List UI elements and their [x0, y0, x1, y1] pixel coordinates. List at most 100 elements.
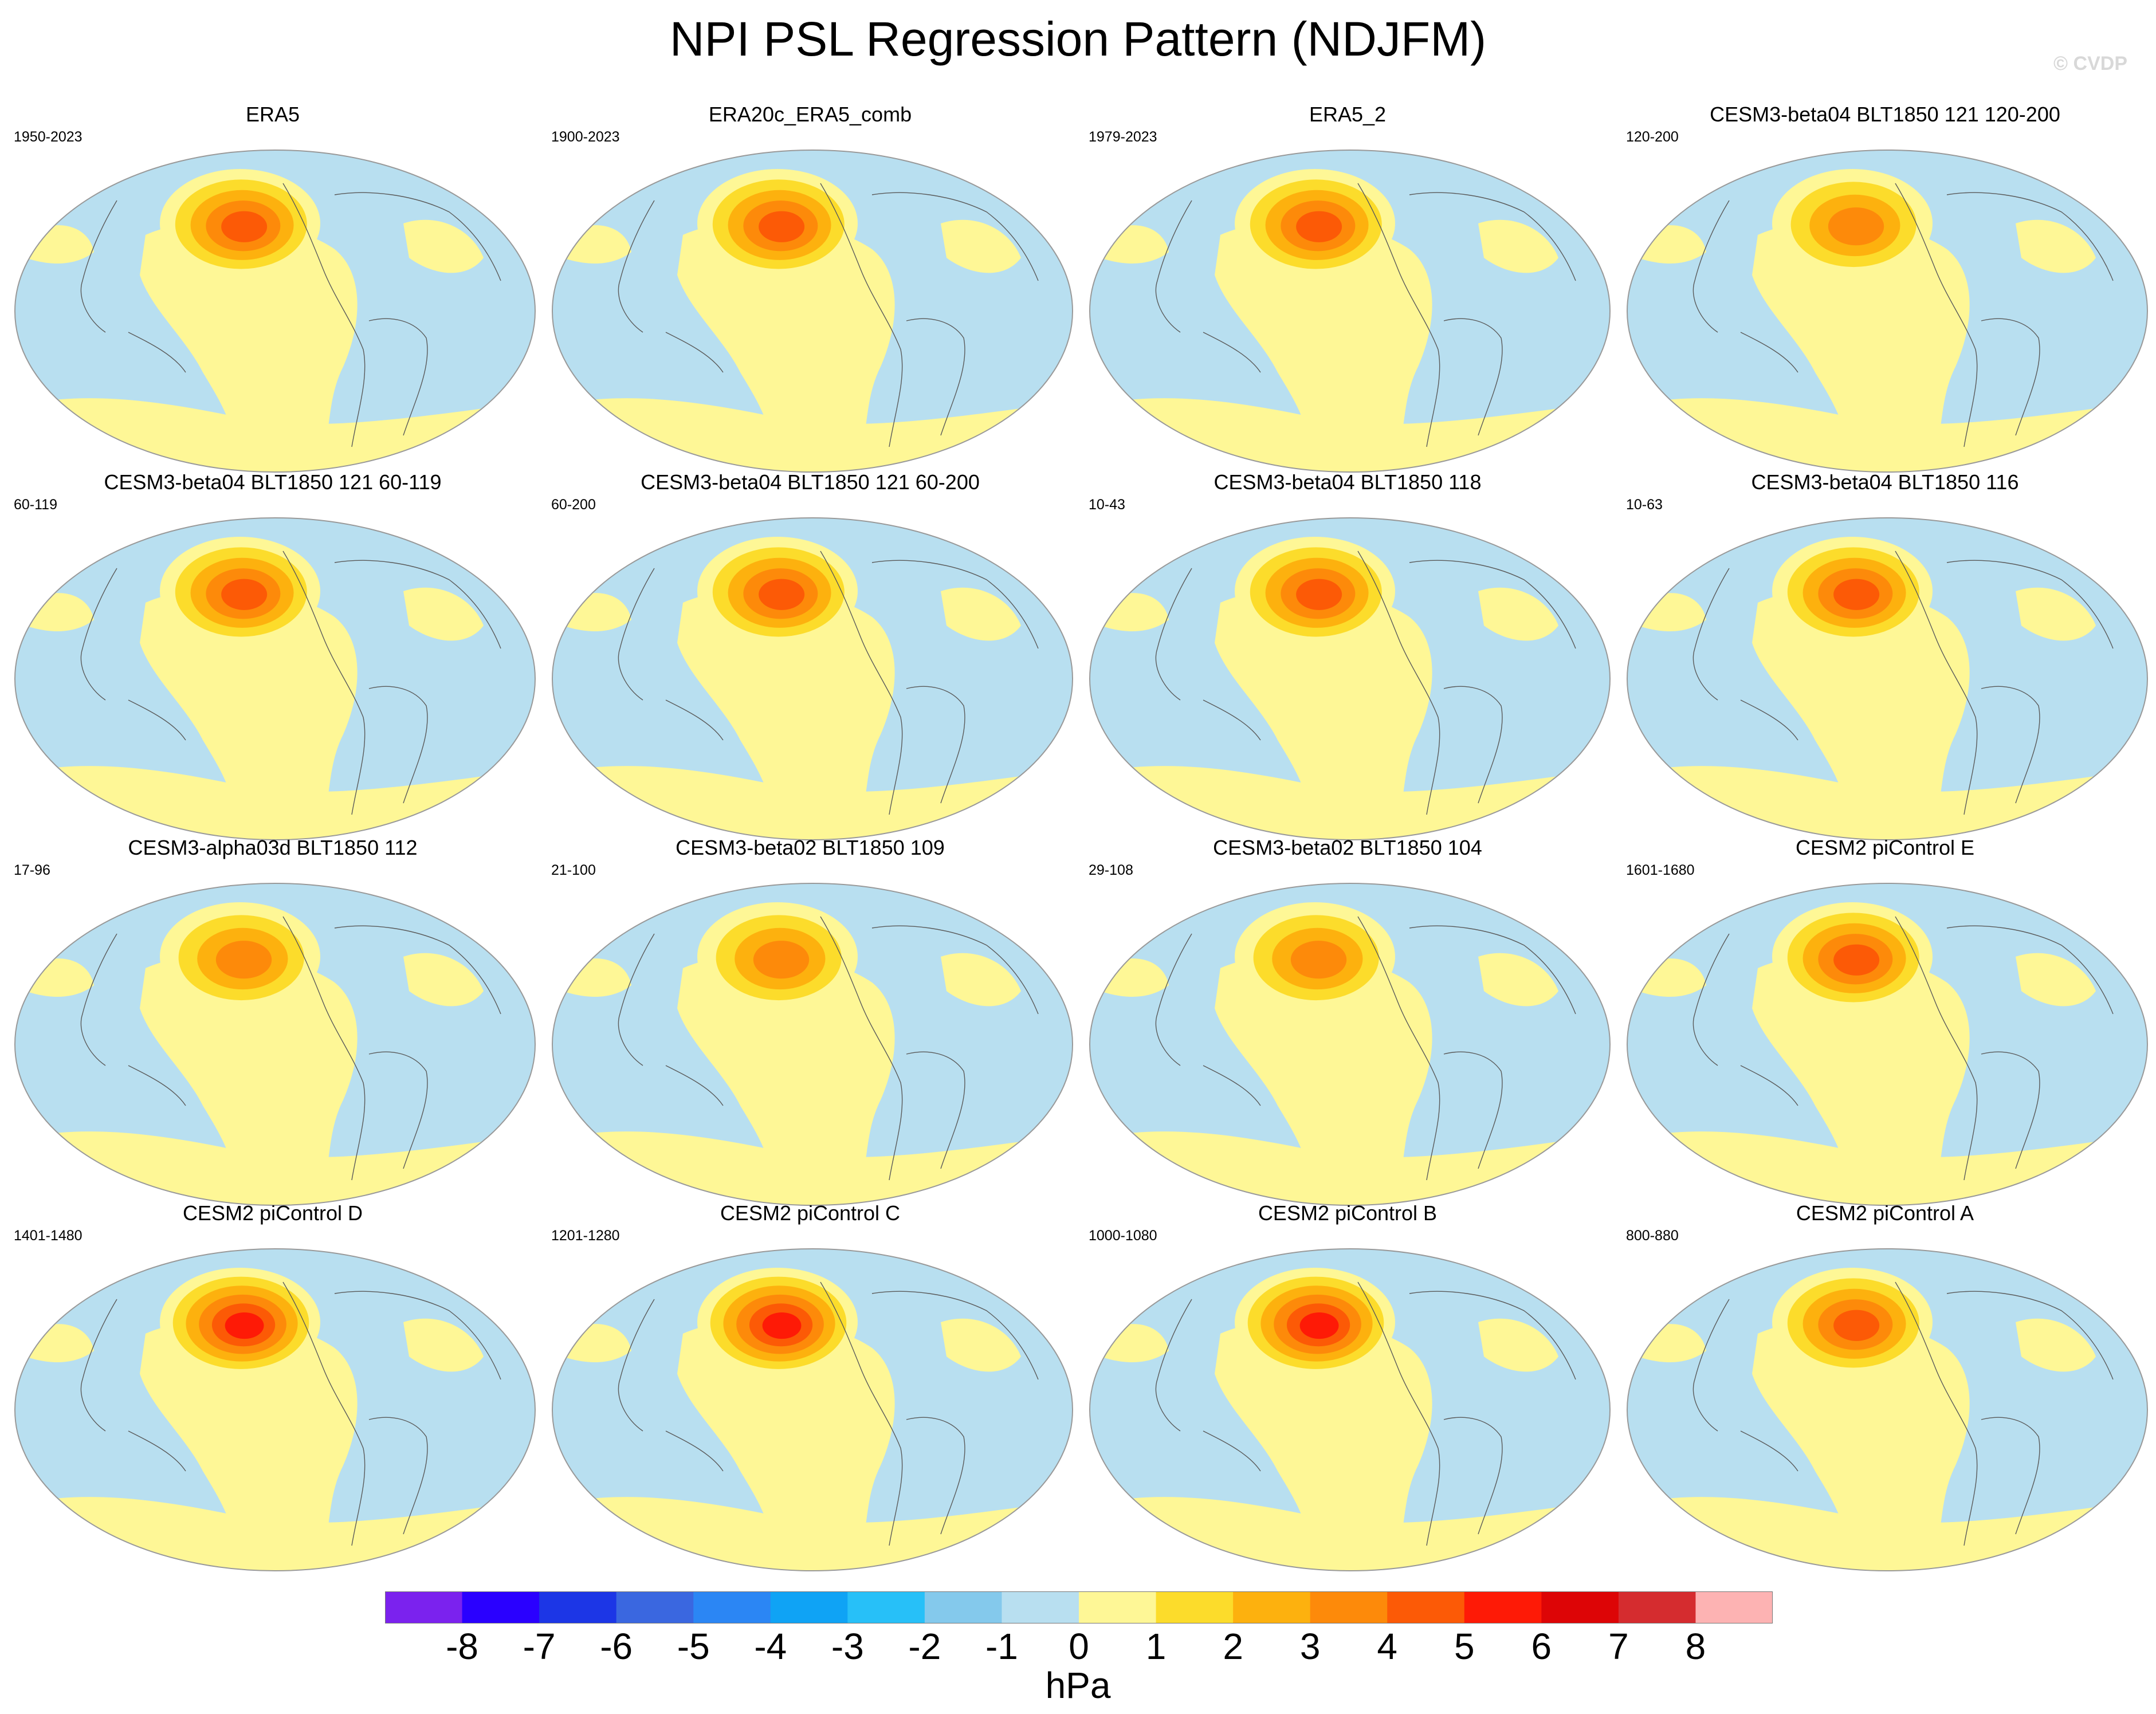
positive-anomaly-region — [140, 1319, 358, 1571]
page-title: NPI PSL Regression Pattern (NDJFM) — [669, 12, 1487, 66]
npi-positive-contour — [1299, 1312, 1339, 1339]
colorbar-tick-label: -7 — [523, 1626, 556, 1667]
map-border — [1627, 150, 2148, 473]
map-border — [1627, 883, 2148, 1206]
coastline — [334, 192, 501, 281]
panel-period: 60-119 — [14, 497, 57, 513]
map-border — [1627, 1248, 2148, 1571]
colorbar-swatch — [1310, 1591, 1388, 1623]
positive-anomaly-region — [1478, 219, 1558, 273]
coastline — [1740, 1065, 1798, 1106]
regression-map — [14, 150, 536, 473]
coastline — [128, 1065, 186, 1106]
coastline — [871, 560, 1039, 649]
map-panel: CESM2 piControl B 1000-1080 — [1078, 1201, 1617, 1571]
positive-anomaly-region — [1752, 221, 1970, 472]
coastline — [820, 183, 903, 447]
positive-anomaly-region — [1215, 588, 1432, 840]
regression-map — [1627, 150, 2148, 473]
coastline — [871, 925, 1039, 1015]
coastline — [282, 551, 366, 815]
coastline — [871, 192, 1039, 281]
npi-positive-contour — [1828, 207, 1884, 246]
panel-period: 21-100 — [551, 862, 596, 878]
coastline — [906, 1051, 965, 1169]
panel-period: 1401-1480 — [14, 1228, 83, 1244]
coastline — [618, 933, 655, 1066]
npi-positive-contour — [759, 579, 805, 610]
colorbar-swatch — [770, 1591, 848, 1623]
coastline — [1155, 933, 1192, 1066]
map-panel: CESM3-beta02 BLT1850 104 29-108 — [1078, 835, 1617, 1206]
regression-map — [1627, 1248, 2148, 1571]
map-panel: CESM3-beta02 BLT1850 109 21-100 — [541, 835, 1079, 1206]
colorbar-swatch — [1695, 1591, 1773, 1623]
panel-title: CESM2 piControl D — [182, 1201, 363, 1225]
coastline — [1155, 568, 1192, 701]
positive-anomaly-region — [140, 221, 358, 472]
positive-anomaly-region — [677, 221, 895, 472]
coastline — [1443, 318, 1503, 436]
colorbar-tick-label: 2 — [1223, 1626, 1243, 1667]
map-border — [552, 883, 1073, 1206]
colorbar-swatch — [1464, 1591, 1542, 1623]
coastline — [1357, 916, 1440, 1181]
regression-map — [552, 150, 1073, 473]
npi-positive-contour — [215, 941, 272, 979]
panel-period: 60-200 — [551, 497, 596, 513]
colorbar-tick-label: -8 — [446, 1626, 478, 1667]
coastline — [1692, 568, 1730, 701]
coastline — [1203, 1065, 1261, 1106]
positive-anomaly-region — [941, 953, 1021, 1007]
coastline — [368, 1417, 428, 1535]
regression-map — [14, 1248, 536, 1571]
credit-label: © CVDP — [2053, 53, 2127, 74]
panel-period: 1601-1680 — [1626, 862, 1695, 878]
map-panel: CESM2 piControl D 1401-1480 — [3, 1201, 542, 1571]
regression-map — [14, 883, 536, 1206]
map-border — [1627, 517, 2148, 840]
coastline — [1740, 332, 1798, 373]
coastline — [334, 560, 501, 649]
regression-map — [1089, 150, 1611, 473]
panel-period: 120-200 — [1626, 129, 1679, 145]
positive-anomaly-region — [2016, 587, 2096, 641]
coastline — [1740, 699, 1798, 741]
panel-title: CESM3-beta04 BLT1850 116 — [1751, 470, 2019, 494]
positive-anomaly-region — [1215, 954, 1432, 1205]
panel-period: 800-880 — [1626, 1228, 1679, 1244]
colorbar-tick-label: -2 — [908, 1626, 941, 1667]
npi-positive-contour — [1290, 941, 1347, 979]
colorbar-tick-label: 0 — [1069, 1626, 1089, 1667]
map-panel: CESM2 piControl A 800-880 — [1616, 1201, 2154, 1571]
panel-period: 1979-2023 — [1089, 129, 1157, 145]
positive-anomaly-region — [1752, 954, 1970, 1205]
npi-positive-contour — [221, 211, 268, 242]
coastline — [1409, 925, 1576, 1015]
coastline — [368, 318, 428, 436]
map-border — [552, 1248, 1073, 1571]
colorbar-frame — [385, 1591, 1773, 1623]
coastline — [820, 551, 903, 815]
positive-anomaly-region — [1752, 588, 1970, 840]
coastline — [1155, 1299, 1192, 1432]
colorbar-swatch — [462, 1591, 540, 1623]
colorbar-tick-label: -4 — [754, 1626, 787, 1667]
colorbar-tick-label: 7 — [1608, 1626, 1629, 1667]
map-panel: CESM3-beta04 BLT1850 116 10-63 — [1616, 470, 2154, 840]
coastline — [128, 332, 186, 373]
coastline — [282, 1281, 366, 1546]
coastline — [80, 1299, 117, 1432]
map-border — [14, 1248, 536, 1571]
colorbar-tick-label: -1 — [985, 1626, 1018, 1667]
panel-title: CESM3-alpha03d BLT1850 112 — [128, 836, 418, 859]
panel-title: ERA20c_ERA5_comb — [708, 103, 912, 126]
coastline — [1981, 1417, 2040, 1535]
map-border — [14, 150, 536, 473]
coastline — [80, 200, 117, 333]
map-panel: CESM3-alpha03d BLT1850 112 17-96 — [3, 835, 542, 1206]
coastline — [1946, 925, 2114, 1015]
regression-map — [1627, 517, 2148, 840]
regression-map — [14, 517, 536, 840]
panel-period: 1201-1280 — [551, 1228, 620, 1244]
